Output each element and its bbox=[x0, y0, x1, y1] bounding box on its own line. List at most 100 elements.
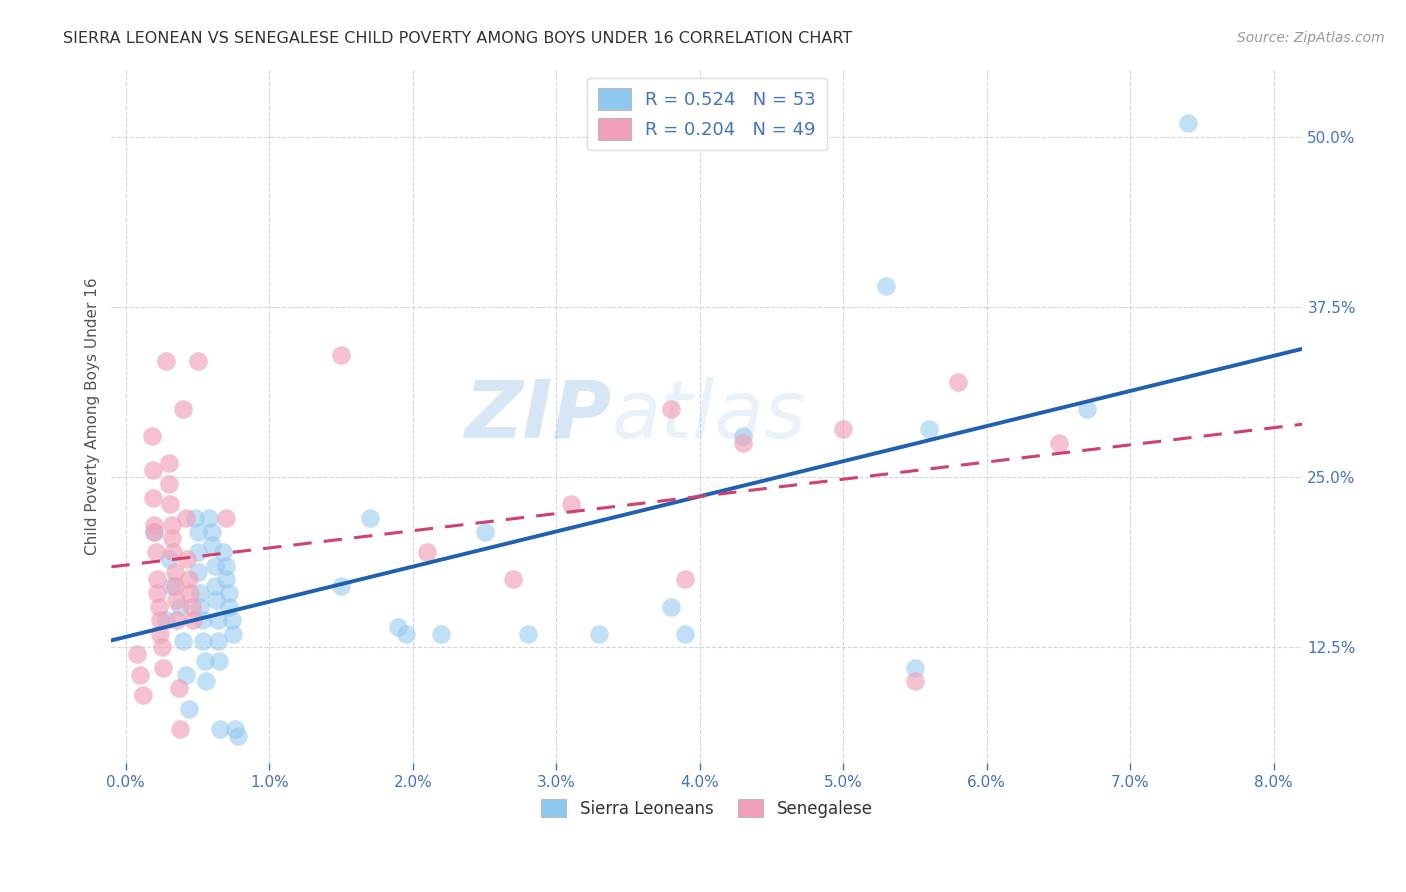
Text: atlas: atlas bbox=[612, 376, 807, 455]
Point bbox=[201, 524, 224, 539]
Point bbox=[181, 613, 204, 627]
Point bbox=[172, 402, 194, 417]
Point bbox=[207, 633, 229, 648]
Point bbox=[194, 654, 217, 668]
Point bbox=[918, 422, 941, 436]
Y-axis label: Child Poverty Among Boys Under 16: Child Poverty Among Boys Under 16 bbox=[86, 277, 100, 555]
Point bbox=[183, 511, 205, 525]
Point bbox=[516, 626, 538, 640]
Point bbox=[160, 517, 183, 532]
Point bbox=[904, 661, 927, 675]
Point bbox=[162, 545, 184, 559]
Point bbox=[176, 551, 198, 566]
Point bbox=[1177, 116, 1199, 130]
Text: ZIP: ZIP bbox=[464, 376, 612, 455]
Point bbox=[221, 613, 243, 627]
Point bbox=[172, 633, 194, 648]
Point bbox=[204, 579, 226, 593]
Point bbox=[204, 558, 226, 573]
Point bbox=[186, 566, 208, 580]
Point bbox=[142, 491, 165, 505]
Point bbox=[169, 722, 191, 736]
Point bbox=[659, 599, 682, 614]
Point bbox=[169, 599, 191, 614]
Point bbox=[132, 688, 155, 702]
Point bbox=[430, 626, 453, 640]
Point bbox=[207, 613, 229, 627]
Point bbox=[330, 347, 353, 361]
Point bbox=[588, 626, 610, 640]
Point bbox=[143, 524, 166, 539]
Point bbox=[222, 626, 245, 640]
Point bbox=[155, 354, 177, 368]
Point bbox=[330, 579, 353, 593]
Text: SIERRA LEONEAN VS SENEGALESE CHILD POVERTY AMONG BOYS UNDER 16 CORRELATION CHART: SIERRA LEONEAN VS SENEGALESE CHILD POVER… bbox=[63, 31, 852, 46]
Point bbox=[416, 545, 439, 559]
Point bbox=[180, 599, 202, 614]
Point bbox=[152, 661, 174, 675]
Point bbox=[387, 620, 409, 634]
Point bbox=[149, 626, 172, 640]
Point bbox=[212, 545, 235, 559]
Point bbox=[218, 599, 240, 614]
Point bbox=[1076, 402, 1098, 417]
Point bbox=[145, 545, 167, 559]
Point bbox=[201, 538, 224, 552]
Point bbox=[198, 511, 221, 525]
Point bbox=[142, 463, 165, 477]
Point bbox=[163, 566, 186, 580]
Point bbox=[731, 436, 754, 450]
Point bbox=[226, 729, 249, 743]
Point bbox=[560, 497, 582, 511]
Text: Source: ZipAtlas.com: Source: ZipAtlas.com bbox=[1237, 31, 1385, 45]
Point bbox=[177, 572, 200, 586]
Point bbox=[875, 279, 897, 293]
Point bbox=[215, 572, 238, 586]
Point bbox=[659, 402, 682, 417]
Point bbox=[166, 613, 188, 627]
Point bbox=[150, 640, 173, 655]
Point bbox=[165, 592, 187, 607]
Point bbox=[129, 667, 152, 681]
Point bbox=[208, 654, 231, 668]
Point bbox=[673, 626, 696, 640]
Point bbox=[190, 586, 212, 600]
Point bbox=[224, 722, 246, 736]
Point bbox=[904, 674, 927, 689]
Point bbox=[186, 545, 208, 559]
Point bbox=[155, 613, 177, 627]
Point bbox=[174, 667, 197, 681]
Point bbox=[127, 647, 149, 661]
Point bbox=[474, 524, 496, 539]
Point bbox=[174, 511, 197, 525]
Point bbox=[143, 524, 166, 539]
Point bbox=[146, 572, 169, 586]
Point bbox=[193, 633, 215, 648]
Point bbox=[157, 457, 180, 471]
Point bbox=[946, 375, 969, 389]
Point bbox=[177, 701, 200, 715]
Point bbox=[195, 674, 218, 689]
Point bbox=[190, 599, 212, 614]
Legend: Sierra Leoneans, Senegalese: Sierra Leoneans, Senegalese bbox=[534, 793, 879, 824]
Point bbox=[186, 354, 208, 368]
Point bbox=[218, 586, 240, 600]
Point bbox=[143, 517, 166, 532]
Point bbox=[157, 551, 180, 566]
Point bbox=[673, 572, 696, 586]
Point bbox=[146, 586, 169, 600]
Point bbox=[149, 613, 172, 627]
Point bbox=[731, 429, 754, 443]
Point bbox=[186, 524, 208, 539]
Point bbox=[193, 613, 215, 627]
Point bbox=[215, 558, 238, 573]
Point bbox=[359, 511, 381, 525]
Point bbox=[832, 422, 855, 436]
Point bbox=[502, 572, 524, 586]
Point bbox=[163, 579, 186, 593]
Point bbox=[394, 626, 416, 640]
Point bbox=[1047, 436, 1070, 450]
Point bbox=[167, 681, 190, 696]
Point bbox=[205, 592, 228, 607]
Point bbox=[160, 532, 183, 546]
